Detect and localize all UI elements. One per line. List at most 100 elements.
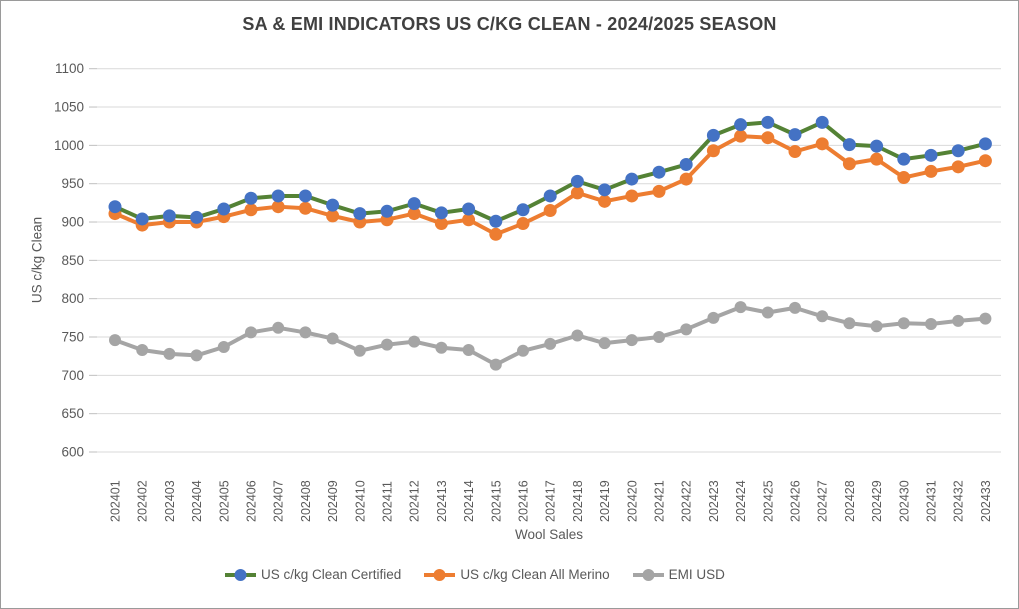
- x-tick-label: 202407: [272, 480, 286, 522]
- data-point-marker: [707, 311, 720, 324]
- data-point-marker: [897, 171, 911, 185]
- x-tick-label: 202409: [326, 480, 340, 522]
- x-tick-label: 202414: [462, 480, 476, 522]
- legend-label-certified: US c/kg Clean Certified: [261, 567, 402, 582]
- data-point-marker: [407, 207, 421, 221]
- data-point-marker: [816, 310, 829, 323]
- data-point-marker: [544, 337, 557, 350]
- y-tick-label: 850: [61, 253, 84, 268]
- legend-swatch-all-merino-icon: [424, 568, 456, 581]
- x-tick-label: 202418: [571, 480, 585, 522]
- data-point-marker: [761, 131, 775, 145]
- data-point-marker: [625, 172, 639, 186]
- x-tick-label: 202430: [897, 480, 911, 522]
- data-point-marker: [163, 347, 176, 360]
- x-tick-label: 202408: [299, 480, 313, 522]
- data-point-marker: [625, 334, 638, 347]
- x-tick-label: 202406: [245, 480, 259, 522]
- data-point-marker: [925, 317, 937, 330]
- y-tick-label: 1050: [54, 100, 84, 115]
- data-point-marker: [870, 320, 883, 333]
- legend-label-emi-usd: EMI USD: [668, 567, 725, 582]
- legend-item-certified: US c/kg Clean Certified: [225, 567, 401, 582]
- data-point-marker: [706, 128, 720, 142]
- legend-item-all-merino: US c/kg Clean All Merino: [424, 567, 610, 582]
- data-point-marker: [570, 186, 584, 200]
- data-point-marker: [516, 217, 530, 231]
- y-tick-label: 1000: [54, 138, 84, 153]
- data-point-marker: [570, 174, 584, 188]
- x-tick-label: 202427: [816, 480, 830, 522]
- x-tick-label: 202420: [625, 480, 639, 522]
- data-point-marker: [434, 206, 448, 220]
- data-point-marker: [162, 209, 176, 223]
- data-point-marker: [271, 200, 285, 214]
- x-tick-label: 202411: [381, 481, 395, 522]
- data-point-marker: [298, 189, 312, 203]
- data-point-marker: [407, 197, 421, 211]
- x-tick-label: 202404: [190, 480, 204, 522]
- data-point-marker: [516, 203, 530, 217]
- x-tick-label: 202410: [353, 480, 367, 522]
- data-point-marker: [653, 331, 665, 344]
- data-point-marker: [299, 326, 312, 339]
- x-tick-label: 202402: [136, 480, 150, 522]
- data-point-marker: [489, 227, 503, 241]
- x-tick-label: 202424: [734, 480, 748, 522]
- data-point-marker: [734, 118, 748, 132]
- data-point-marker: [870, 139, 884, 153]
- legend-label-all-merino: US c/kg Clean All Merino: [460, 567, 610, 582]
- x-tick-label: 202429: [870, 480, 884, 522]
- data-point-marker: [598, 194, 612, 208]
- data-point-marker: [788, 144, 802, 158]
- x-tick-label: 202422: [680, 480, 694, 522]
- data-point-marker: [897, 317, 910, 330]
- data-point-marker: [952, 314, 965, 327]
- data-point-marker: [244, 203, 258, 217]
- chart-title: SA & EMI INDICATORS US C/KG CLEAN - 2024…: [242, 14, 777, 34]
- x-tick-label: 202421: [653, 480, 667, 522]
- x-tick-label: 202415: [489, 480, 503, 522]
- data-point-marker: [326, 198, 340, 212]
- data-point-marker: [625, 189, 639, 203]
- y-tick-label: 1100: [55, 61, 84, 76]
- data-point-marker: [271, 189, 285, 203]
- x-tick-label: 202426: [789, 480, 803, 522]
- x-tick-label: 202433: [979, 480, 993, 522]
- data-point-marker: [353, 207, 367, 221]
- data-point-marker: [190, 210, 204, 224]
- x-tick-label: 202401: [109, 480, 123, 522]
- data-point-marker: [706, 144, 720, 158]
- data-point-marker: [244, 191, 258, 205]
- data-point-marker: [842, 138, 856, 152]
- x-tick-label: 202423: [707, 480, 721, 522]
- data-point-marker: [462, 344, 475, 357]
- x-axis-title: Wool Sales: [514, 527, 584, 542]
- x-tick-label: 202417: [544, 480, 558, 522]
- x-tick-label: 202425: [761, 480, 775, 522]
- data-point-marker: [190, 349, 203, 362]
- data-point-marker: [462, 213, 476, 227]
- data-point-marker: [543, 204, 557, 218]
- data-point-marker: [924, 164, 938, 178]
- data-point-marker: [734, 301, 747, 314]
- data-point-marker: [217, 202, 231, 216]
- data-point-marker: [815, 137, 829, 151]
- data-point-marker: [462, 202, 476, 216]
- data-point-marker: [489, 358, 502, 371]
- data-point-marker: [381, 338, 393, 351]
- y-tick-label: 700: [61, 368, 84, 383]
- x-tick-label: 202403: [163, 480, 177, 522]
- x-tick-label: 202432: [952, 480, 966, 522]
- data-point-marker: [489, 214, 503, 228]
- data-point-marker: [408, 335, 421, 348]
- data-point-marker: [979, 312, 992, 325]
- data-point-marker: [435, 341, 448, 354]
- data-point-marker: [734, 129, 748, 143]
- y-tick-label: 600: [61, 445, 84, 460]
- data-point-marker: [679, 172, 693, 186]
- legend: US c/kg Clean Certified US c/kg Clean Al…: [225, 567, 725, 582]
- x-tick-label: 202431: [925, 480, 939, 522]
